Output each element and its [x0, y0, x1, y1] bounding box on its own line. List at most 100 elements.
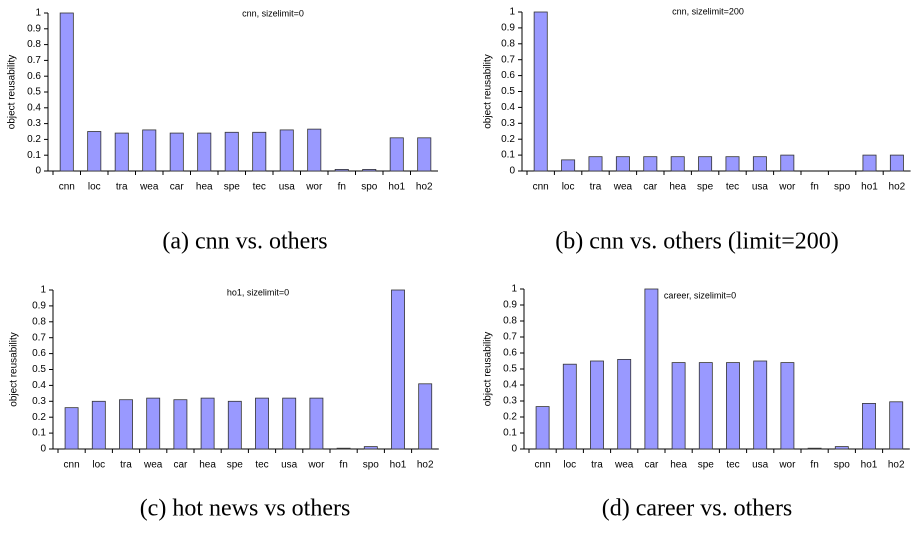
x-tick-label: usa — [279, 182, 296, 193]
y-axis-label: object reusability — [483, 332, 494, 406]
bar — [224, 131, 239, 172]
y-tick-label: 0.3 — [32, 396, 46, 407]
x-tick-label: cnn — [64, 460, 80, 471]
x-tick-label: wor — [778, 460, 796, 471]
y-tick-label: 0.5 — [501, 86, 515, 97]
x-tick-label: tra — [120, 460, 132, 471]
y-tick-label: 1 — [40, 285, 46, 296]
x-tick-label: tra — [590, 182, 602, 193]
bar — [590, 360, 604, 450]
y-tick-label: 0.8 — [32, 316, 46, 327]
bar — [780, 362, 795, 450]
bar — [309, 397, 324, 450]
bar — [389, 137, 404, 172]
y-tick-label: 0.3 — [501, 118, 515, 129]
x-tick-label: spe — [698, 460, 715, 471]
y-tick-label: 0.9 — [27, 23, 41, 34]
x-tick-label: loc — [562, 182, 575, 193]
x-tick-label: ho2 — [416, 182, 433, 193]
x-tick-label: tra — [116, 182, 128, 193]
y-tick-label: 0.4 — [503, 380, 517, 391]
x-tick-label: hea — [196, 182, 213, 193]
x-tick-label: ho1 — [861, 182, 878, 193]
y-tick-label: 0.7 — [503, 332, 517, 343]
x-tick-label: ho2 — [888, 460, 905, 471]
x-tick-label: car — [644, 460, 659, 471]
x-tick-label: spo — [834, 182, 851, 193]
bar — [698, 156, 713, 172]
bar — [200, 397, 215, 450]
bar — [644, 288, 659, 450]
x-tick-label: loc — [88, 182, 101, 193]
bar — [142, 129, 157, 172]
y-tick-label: 0.9 — [503, 300, 517, 311]
bar — [834, 446, 849, 450]
y-tick-label: 0 — [40, 444, 46, 455]
x-tick-label: wea — [143, 460, 163, 471]
y-tick-label: 0.6 — [503, 348, 517, 359]
y-tick-label: 0.6 — [501, 70, 515, 81]
x-tick-label: fn — [810, 460, 818, 471]
y-tick-label: 0.8 — [27, 39, 41, 50]
bar — [533, 11, 548, 172]
bar — [780, 154, 795, 172]
x-tick-label: cnn — [59, 182, 75, 193]
x-tick-label: usa — [281, 460, 298, 471]
y-tick-label: 0.1 — [32, 428, 46, 439]
x-tick-label: loc — [563, 460, 576, 471]
bar — [252, 131, 267, 172]
bar — [279, 129, 294, 172]
x-tick-label: wea — [613, 182, 633, 193]
bar — [282, 397, 297, 450]
y-axis-label: object reusability — [9, 332, 20, 406]
bar — [698, 362, 713, 450]
y-tick-label: 0.4 — [501, 102, 515, 113]
bar — [91, 400, 106, 450]
y-tick-label: 1 — [509, 7, 515, 18]
bar — [561, 159, 576, 172]
x-tick-label: spe — [227, 460, 244, 471]
y-axis-label: object reusability — [483, 54, 494, 128]
chart-title: cnn, sizelimit=0 — [242, 8, 304, 18]
bar — [726, 362, 740, 450]
x-tick-label: wor — [307, 460, 325, 471]
y-tick-label: 0.7 — [32, 332, 46, 343]
x-tick-label: ho1 — [861, 460, 878, 471]
bar — [862, 402, 876, 450]
y-tick-label: 0.4 — [32, 380, 46, 391]
y-tick-label: 0.3 — [503, 396, 517, 407]
x-tick-label: spe — [697, 182, 714, 193]
x-tick-label: wor — [305, 182, 323, 193]
chart-title: ho1, sizelimit=0 — [227, 287, 289, 297]
bar — [807, 447, 822, 450]
bar — [562, 363, 577, 450]
bar — [670, 156, 685, 172]
bar — [114, 132, 129, 172]
y-tick-label: 0.8 — [503, 316, 517, 327]
bar — [64, 407, 79, 450]
bar — [197, 132, 212, 172]
bar — [363, 446, 378, 450]
x-tick-label: loc — [92, 460, 105, 471]
bar — [671, 362, 686, 450]
y-tick-label: 0.8 — [501, 38, 515, 49]
bar — [59, 12, 74, 172]
x-tick-label: spo — [361, 182, 378, 193]
x-tick-label: hea — [669, 182, 686, 193]
y-tick-label: 0 — [509, 166, 515, 177]
x-tick-label: ho1 — [390, 460, 407, 471]
x-tick-label: ho1 — [388, 182, 405, 193]
bar — [87, 131, 102, 172]
y-tick-label: 0 — [35, 166, 41, 177]
y-tick-label: 0 — [511, 444, 517, 455]
x-tick-label: car — [170, 182, 185, 193]
y-tick-label: 0.5 — [32, 364, 46, 375]
y-tick-label: 0.7 — [501, 54, 515, 65]
y-tick-label: 0.4 — [27, 102, 41, 113]
x-tick-label: usa — [752, 182, 769, 193]
bar — [617, 358, 632, 450]
bar — [119, 399, 133, 450]
caption: (a) cnn vs. others — [162, 229, 327, 255]
y-tick-label: 1 — [35, 8, 41, 19]
